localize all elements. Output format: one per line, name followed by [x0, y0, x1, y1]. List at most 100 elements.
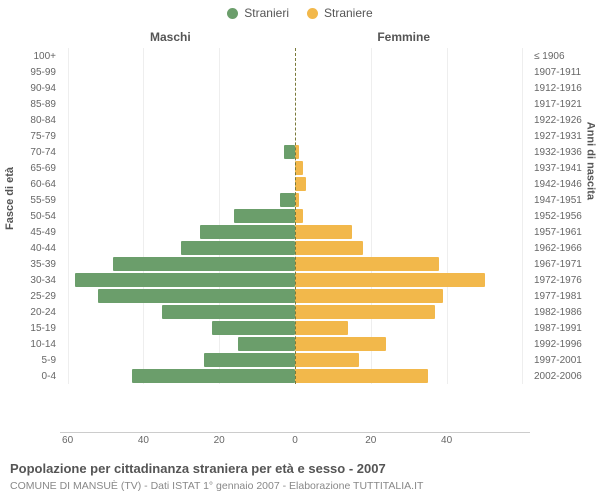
male-half [60, 96, 295, 112]
birth-year-label: 1972-1976 [534, 275, 588, 286]
female-half [295, 304, 530, 320]
plot-area: 100+≤ 190695-991907-191190-941912-191685… [60, 48, 530, 384]
male-half [60, 176, 295, 192]
female-half [295, 128, 530, 144]
female-bar [295, 209, 303, 223]
female-half [295, 48, 530, 64]
female-half [295, 336, 530, 352]
age-label: 85-89 [16, 99, 56, 110]
x-tick: 0 [292, 435, 298, 446]
female-half [295, 160, 530, 176]
birth-year-label: 1947-1951 [534, 195, 588, 206]
header-female: Femmine [377, 30, 430, 44]
male-half [60, 208, 295, 224]
age-label: 70-74 [16, 147, 56, 158]
birth-year-label: 1952-1956 [534, 211, 588, 222]
x-tick: 40 [138, 435, 149, 446]
female-half [295, 288, 530, 304]
age-label: 0-4 [16, 371, 56, 382]
female-bar [295, 369, 428, 383]
male-half [60, 304, 295, 320]
pyramid-chart: Stranieri Straniere Maschi Femmine Fasce… [0, 0, 600, 500]
age-label: 15-19 [16, 323, 56, 334]
male-half [60, 64, 295, 80]
x-tick: 20 [365, 435, 376, 446]
age-label: 10-14 [16, 339, 56, 350]
age-label: 35-39 [16, 259, 56, 270]
birth-year-label: 1937-1941 [534, 163, 588, 174]
male-half [60, 256, 295, 272]
age-label: 20-24 [16, 307, 56, 318]
legend-male: Stranieri [227, 6, 289, 20]
chart-title: Popolazione per cittadinanza straniera p… [10, 461, 386, 476]
birth-year-label: 1967-1971 [534, 259, 588, 270]
male-bar [75, 273, 295, 287]
female-half [295, 224, 530, 240]
age-label: 30-34 [16, 275, 56, 286]
male-half [60, 112, 295, 128]
female-half [295, 64, 530, 80]
female-half [295, 320, 530, 336]
female-half [295, 96, 530, 112]
female-bar [295, 225, 352, 239]
header-male: Maschi [150, 30, 191, 44]
male-bar [280, 193, 295, 207]
female-half [295, 240, 530, 256]
female-half [295, 192, 530, 208]
age-label: 95-99 [16, 67, 56, 78]
age-label: 75-79 [16, 131, 56, 142]
male-half [60, 272, 295, 288]
birth-year-label: 1982-1986 [534, 307, 588, 318]
age-label: 50-54 [16, 211, 56, 222]
birth-year-label: 1912-1916 [534, 83, 588, 94]
center-line [295, 48, 296, 384]
female-half [295, 352, 530, 368]
x-tick: 20 [214, 435, 225, 446]
male-half [60, 288, 295, 304]
male-half [60, 320, 295, 336]
male-half [60, 368, 295, 384]
female-half [295, 208, 530, 224]
birth-year-label: 1957-1961 [534, 227, 588, 238]
male-bar [181, 241, 295, 255]
female-bar [295, 321, 348, 335]
birth-year-label: 2002-2006 [534, 371, 588, 382]
birth-year-label: 1962-1966 [534, 243, 588, 254]
legend-female-swatch [307, 8, 318, 19]
male-bar [113, 257, 295, 271]
male-bar [132, 369, 295, 383]
female-half [295, 256, 530, 272]
female-bar [295, 273, 485, 287]
x-axis: 60 40 20 0 20 40 [60, 432, 530, 446]
legend-male-label: Stranieri [244, 6, 289, 20]
female-bar [295, 241, 363, 255]
age-label: 5-9 [16, 355, 56, 366]
x-tick: 40 [441, 435, 452, 446]
birth-year-label: 1907-1911 [534, 67, 588, 78]
female-half [295, 272, 530, 288]
birth-year-label: 1992-1996 [534, 339, 588, 350]
legend-female-label: Straniere [324, 6, 373, 20]
age-label: 80-84 [16, 115, 56, 126]
male-bar [234, 209, 295, 223]
male-half [60, 128, 295, 144]
age-label: 40-44 [16, 243, 56, 254]
male-half [60, 240, 295, 256]
birth-year-label: 1977-1981 [534, 291, 588, 302]
male-half [60, 352, 295, 368]
birth-year-label: 1932-1936 [534, 147, 588, 158]
birth-year-label: 1922-1926 [534, 115, 588, 126]
male-bar [238, 337, 295, 351]
female-half [295, 80, 530, 96]
female-bar [295, 353, 359, 367]
age-label: 55-59 [16, 195, 56, 206]
y-axis-left-title: Fasce di età [4, 167, 16, 230]
birth-year-label: 1927-1931 [534, 131, 588, 142]
birth-year-label: ≤ 1906 [534, 51, 588, 62]
chart-subtitle: COMUNE DI MANSUÈ (TV) - Dati ISTAT 1° ge… [10, 480, 423, 492]
male-bar [204, 353, 295, 367]
male-half [60, 160, 295, 176]
male-half [60, 224, 295, 240]
male-bar [212, 321, 295, 335]
x-tick: 60 [62, 435, 73, 446]
